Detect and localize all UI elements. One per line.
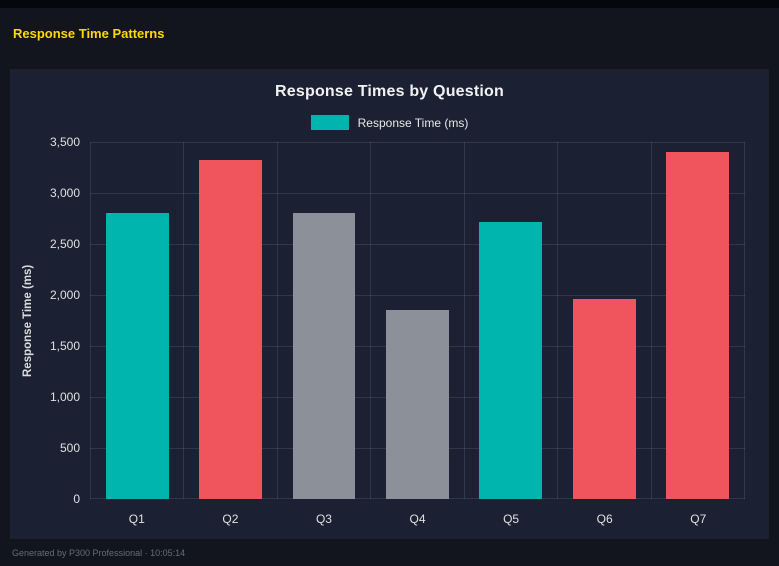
- chart-legend[interactable]: Response Time (ms): [10, 115, 769, 130]
- bar-q3[interactable]: [292, 213, 356, 499]
- category-cell: [465, 142, 559, 499]
- category-cell: [91, 142, 185, 499]
- footer-text: Generated by P300 Professional · 10:05:1…: [12, 548, 186, 558]
- x-tick-label-q1: Q1: [128, 512, 145, 526]
- bars-container: [90, 142, 745, 499]
- y-tick-label: 1,500: [49, 339, 80, 353]
- x-axis-ticks: Q1 Q2 Q3 Q4 Q5 Q6 Q7: [90, 499, 745, 533]
- bar-q7[interactable]: [666, 152, 730, 499]
- bar-q1[interactable]: [105, 213, 169, 499]
- bar-q2[interactable]: [199, 160, 263, 499]
- y-tick-label: 500: [59, 441, 80, 455]
- x-tick-label-q7: Q7: [690, 512, 707, 526]
- bar-q6[interactable]: [572, 299, 636, 499]
- x-tick-label-q2: Q2: [222, 512, 239, 526]
- chart-panel: Response Times by Question Response Time…: [10, 69, 769, 539]
- plot-area: [90, 142, 745, 499]
- category-cell: [652, 142, 745, 499]
- x-tick-label-q4: Q4: [409, 512, 426, 526]
- y-axis-ticks: 0 500 1,000 1,500 2,000 2,500 3,000 3,500: [40, 135, 90, 506]
- bar-q4[interactable]: [386, 310, 449, 499]
- x-tick-label-q3: Q3: [315, 512, 332, 526]
- page-title: Response Time Patterns: [13, 26, 165, 41]
- top-bar: [0, 0, 779, 8]
- category-cell: [278, 142, 372, 499]
- category-cell: [558, 142, 652, 499]
- category-cell: [184, 142, 278, 499]
- y-tick-label: 2,000: [49, 288, 80, 302]
- y-tick-label: 2,500: [49, 237, 80, 251]
- gridline: [90, 142, 745, 143]
- y-tick-label: 3,500: [49, 135, 80, 149]
- legend-label: Response Time (ms): [357, 115, 469, 130]
- y-axis-title: Response Time (ms): [22, 264, 34, 377]
- y-tick-label: 1,000: [49, 390, 80, 404]
- chart-title: Response Times by Question: [275, 83, 504, 100]
- gridline: [90, 192, 745, 194]
- x-tick-label-q6: Q6: [596, 512, 613, 526]
- x-tick-label-q5: Q5: [503, 512, 520, 526]
- gridline: [90, 243, 745, 245]
- y-tick-label: 0: [73, 492, 80, 506]
- legend-swatch: [310, 115, 349, 130]
- gridline: [90, 295, 745, 296]
- bar-q5[interactable]: [479, 221, 543, 499]
- category-cell: [371, 142, 465, 499]
- y-tick-label: 3,000: [49, 186, 80, 200]
- chart-area: Response Time (ms) 0 500 1,000 1,500 2,000 2,…: [16, 135, 745, 533]
